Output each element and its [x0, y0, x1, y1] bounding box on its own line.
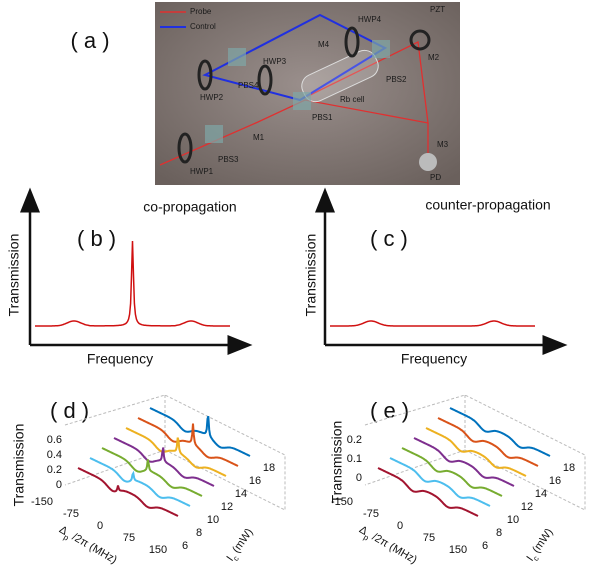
z-label: Ic (mW)	[524, 526, 557, 565]
legend-entry: Probe	[190, 7, 212, 16]
component-label: HWP2	[200, 93, 224, 102]
y-tick-label: 0.1	[347, 453, 362, 465]
z-label-part: (mW)	[228, 526, 255, 557]
z-tick-label: 8	[496, 527, 502, 539]
panel-title: co-propagation	[143, 199, 236, 215]
x-label-part: /2π (MHz)	[367, 529, 419, 566]
y-tick-label: 0	[56, 479, 62, 491]
trace	[89, 457, 191, 507]
x-tick-label: -150	[331, 496, 353, 508]
z-tick-label: 16	[549, 475, 561, 487]
z-tick-label: 6	[182, 540, 188, 552]
trace	[377, 467, 479, 517]
z-tick-label: 18	[563, 462, 575, 474]
trace	[101, 447, 203, 497]
x-label: Δp /2π (MHz)	[56, 524, 119, 567]
z-tick-label: 6	[482, 540, 488, 552]
x-tick-label: 150	[149, 544, 167, 556]
z-label-part: c	[531, 554, 541, 562]
x-tick-label: 75	[123, 532, 135, 544]
legend-entry: Control	[190, 22, 216, 31]
trace	[77, 467, 179, 517]
trace	[425, 427, 527, 477]
beams	[159, 13, 437, 171]
grid-box	[64, 394, 286, 511]
component-label: M4	[318, 40, 330, 49]
component-label: M2	[428, 53, 440, 62]
component-label: HWP3	[263, 57, 287, 66]
panel-label: ( a )	[70, 28, 109, 53]
trace	[389, 457, 491, 507]
z-tick-label: 18	[263, 462, 275, 474]
trace	[137, 417, 239, 467]
component-label: HWP1	[190, 167, 214, 176]
z-tick-label: 12	[521, 501, 533, 513]
z-tick-label: 14	[235, 488, 247, 500]
z-tick-label: 10	[207, 514, 219, 526]
y-tick-label: 0.2	[347, 434, 362, 446]
schematic-curve	[35, 240, 230, 327]
component-label: M3	[437, 140, 449, 149]
z-tick-label: 12	[221, 501, 233, 513]
z-tick-label: 16	[249, 475, 261, 487]
component-label: M1	[253, 133, 265, 142]
z-label-part: (mW)	[528, 526, 555, 557]
y-label: Transmission	[303, 234, 319, 317]
x-label: Frequency	[87, 351, 153, 367]
x-label: Δp /2π (MHz)	[356, 524, 419, 567]
z-label-part: I	[524, 554, 536, 563]
z-tick-label: 10	[507, 514, 519, 526]
x-tick-label: 75	[423, 532, 435, 544]
y-tick-label: 0.2	[47, 464, 62, 476]
y-tick-label: 0.6	[47, 434, 62, 446]
y-label: Transmission	[6, 234, 22, 317]
x-label-part: /2π (MHz)	[67, 529, 119, 566]
trace	[125, 427, 227, 477]
trace	[437, 417, 539, 467]
z-tick-label: 14	[535, 488, 547, 500]
trace	[413, 437, 515, 487]
panel-title: counter-propagation	[425, 197, 550, 213]
z-label-part: c	[231, 554, 241, 562]
x-label: Frequency	[401, 351, 467, 367]
x-tick-label: -75	[363, 508, 379, 520]
x-tick-label: 150	[449, 544, 467, 556]
trace	[113, 437, 215, 487]
component-label: HWP4	[358, 15, 382, 24]
y-label: Transmission	[329, 421, 345, 504]
trace	[449, 407, 551, 457]
x-label-part: p	[362, 532, 371, 542]
y-label: Transmission	[11, 424, 27, 507]
x-tick-label: 0	[397, 520, 403, 532]
trace	[401, 447, 503, 497]
panel-label: ( c )	[370, 226, 408, 251]
x-tick-label: -150	[31, 496, 53, 508]
y-tick-label: 0.4	[47, 449, 62, 461]
z-label: Ic (mW)	[224, 526, 257, 565]
component-label: PBS1	[312, 113, 333, 122]
component-label: Rb cell	[340, 95, 365, 104]
x-tick-label: 0	[97, 520, 103, 532]
schematic-curve	[330, 320, 535, 327]
component-label: PBS4	[238, 81, 259, 90]
component-label: PBS3	[218, 155, 239, 164]
x-tick-label: -75	[63, 508, 79, 520]
component-label: PD	[430, 173, 441, 182]
panel-label: ( e )	[370, 398, 409, 423]
component-label: PBS2	[386, 75, 407, 84]
y-tick-label: 0	[356, 472, 362, 484]
grid-box	[364, 394, 586, 511]
panel-label: ( d )	[50, 398, 89, 423]
z-label-part: I	[224, 554, 236, 563]
trace	[149, 407, 251, 457]
z-tick-label: 8	[196, 527, 202, 539]
component-label: PZT	[430, 5, 445, 14]
x-label-part: p	[62, 532, 71, 542]
panel-label: ( b )	[77, 226, 116, 251]
